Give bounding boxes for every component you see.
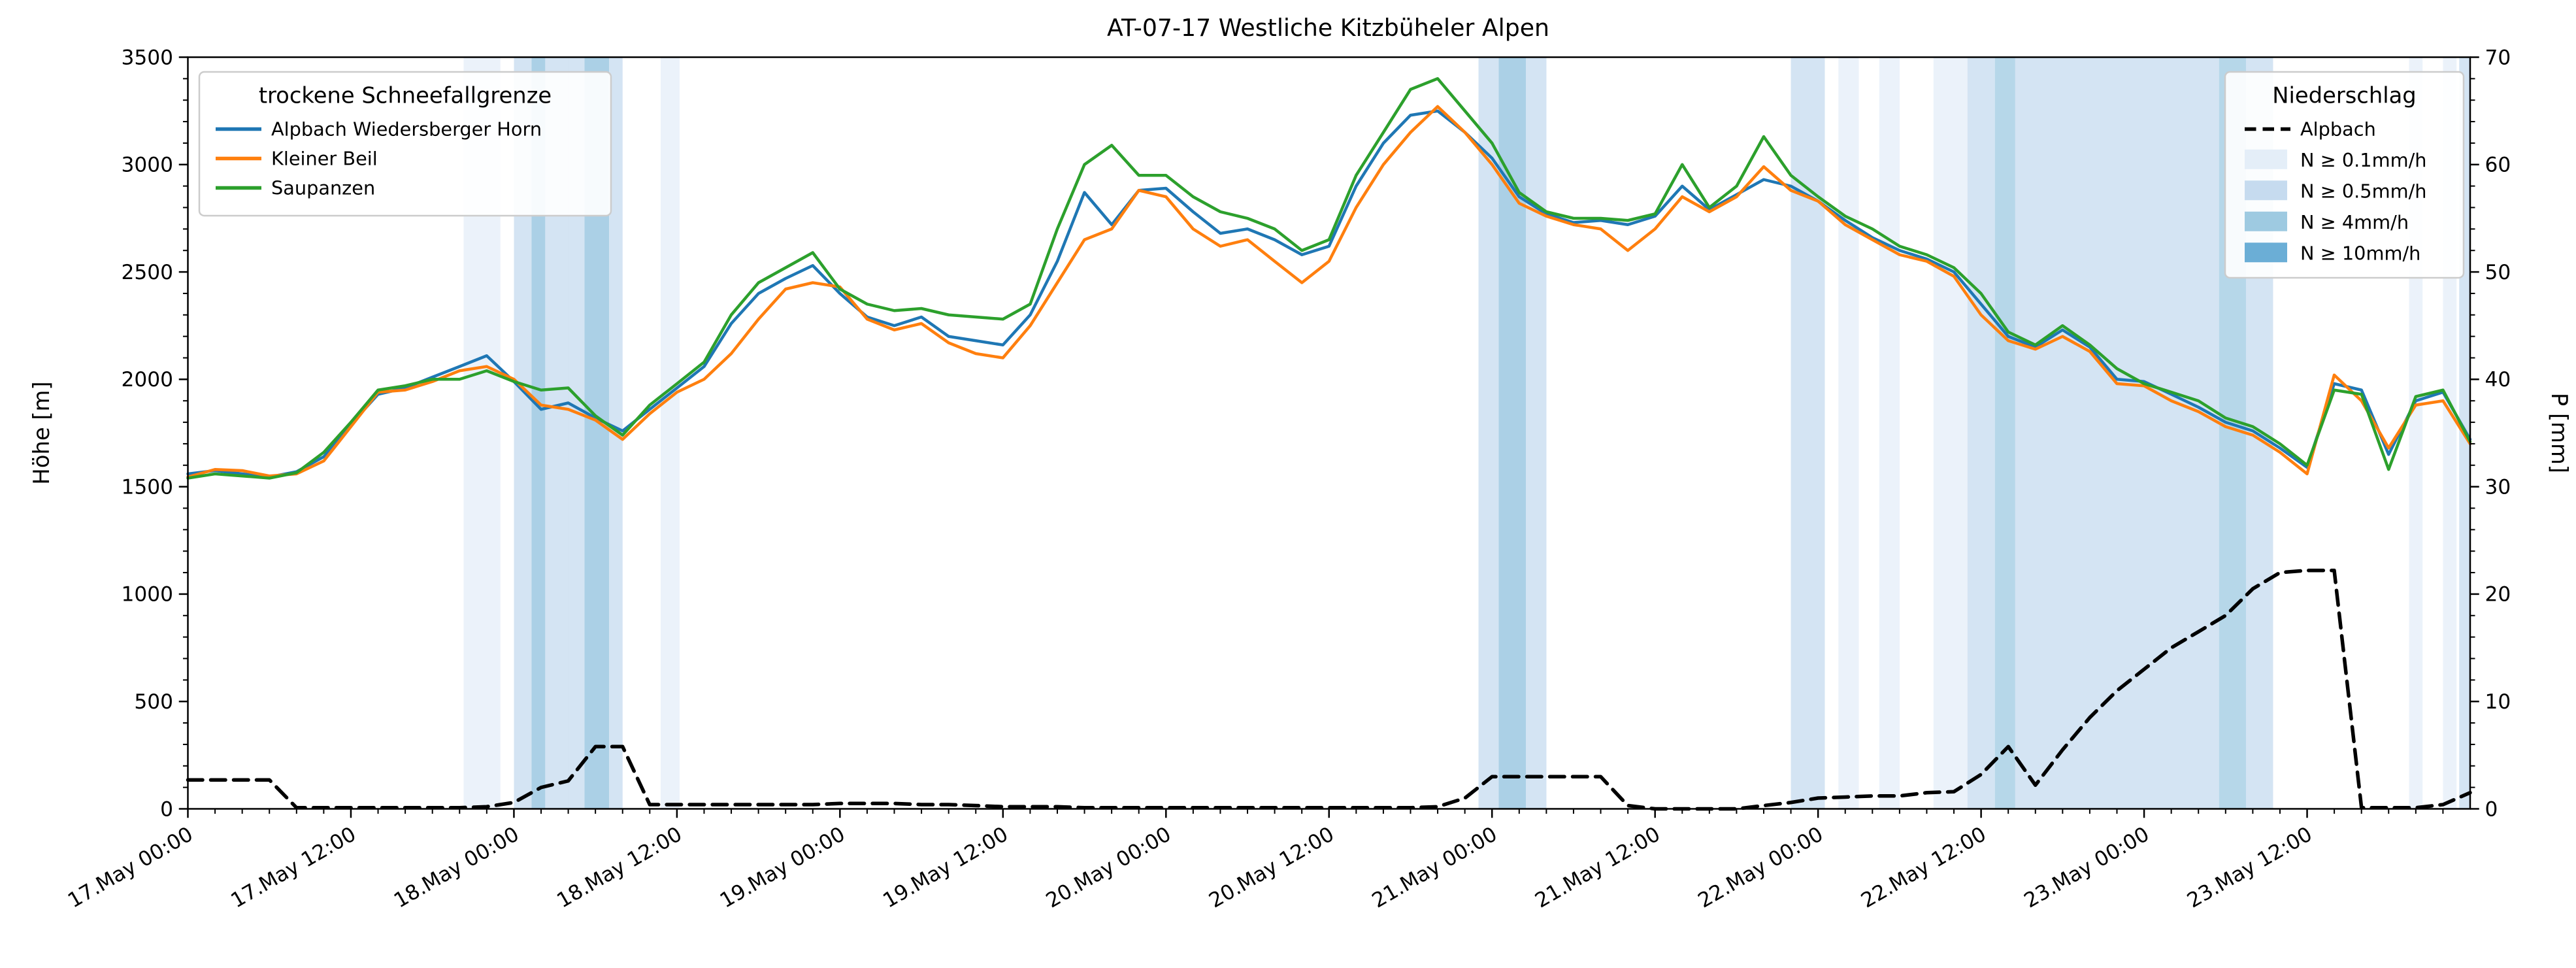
x-tick-label: 23.May 00:00: [2020, 822, 2153, 912]
legend-snowline-entries: Alpbach Wiedersberger Horn Kleiner Beil Sa…: [216, 118, 542, 199]
x-tick-label: 21.May 00:00: [1368, 822, 1502, 912]
y-left-tick-label: 2000: [121, 368, 173, 392]
legend-snowline-box: [198, 71, 612, 217]
legend-entry-label: Saupanzen: [271, 177, 375, 199]
legend-entry-label: N ≥ 4mm/h: [2300, 211, 2409, 233]
x-tick-label: 18.May 12:00: [553, 822, 686, 912]
legend-precip: Niederschlag Alpbach N ≥ 0.1mm/h N ≥ 0.5mm…: [2224, 71, 2465, 279]
x-tick-label: 19.May 00:00: [716, 822, 850, 912]
x-tick-label: 21.May 12:00: [1531, 822, 1664, 912]
precip-band-0.5: [2015, 57, 2219, 809]
y-left-tick-label: 1500: [121, 475, 173, 499]
y-left-tick-label: 2500: [121, 261, 173, 284]
y-right-axis-label: P [mm]: [2547, 393, 2572, 473]
x-tick-label: 23.May 12:00: [2183, 822, 2317, 912]
y-left-tick-label: 3000: [121, 154, 173, 177]
x-tick-label: 22.May 12:00: [1857, 822, 1990, 912]
precip-band-0.1: [660, 57, 680, 809]
legend-precip-entries: Alpbach N ≥ 0.1mm/h N ≥ 0.5mm/h N ≥ 4mm/h N …: [2244, 118, 2427, 265]
legend-entry-label: Kleiner Beil: [271, 148, 378, 170]
y-right-tick-label: 20: [2485, 583, 2511, 607]
y-left-axis-label: Höhe [m]: [29, 381, 54, 484]
legend-entry-label: N ≥ 0.1mm/h: [2300, 149, 2427, 171]
series-line-kleiner-beil: [186, 105, 2472, 478]
legend-entry-label: Alpbach: [2300, 118, 2376, 141]
y-right-tick-label: 40: [2485, 368, 2511, 392]
plot-frame: [187, 56, 2471, 810]
legend-precip-title: Niederschlag: [2272, 83, 2416, 108]
legend-entry-label: N ≥ 0.5mm/h: [2300, 180, 2427, 203]
series-line-saupanzen: [186, 76, 2472, 480]
legend-band-swatch: [2245, 242, 2287, 263]
precip-band-0.5: [1967, 57, 1995, 809]
x-tick-label: 19.May 12:00: [879, 822, 1012, 912]
y-right-tick-label: 60: [2485, 154, 2511, 177]
y-right-tick-label: 70: [2485, 46, 2511, 69]
chart-title: AT-07-17 Westliche Kitzbüheler Alpen: [1107, 14, 1549, 42]
x-tick-label: 17.May 12:00: [227, 822, 360, 912]
legend-entry-label: N ≥ 10mm/h: [2300, 242, 2420, 264]
legend-snowline: trockene Schneefallgrenze Alpbach Wieder…: [198, 71, 612, 217]
series-layer: [186, 76, 2472, 811]
y-left-tick-label: 1000: [121, 583, 173, 607]
y-left-tick-label: 0: [160, 797, 173, 821]
y-right-tick-label: 50: [2485, 261, 2511, 284]
legend-snowline-title: trockene Schneefallgrenze: [259, 83, 552, 108]
precip-band-4: [531, 57, 546, 809]
legend-band-swatch: [2245, 211, 2287, 231]
y-right-tick-label: 30: [2485, 475, 2511, 499]
x-tick-label: 17.May 00:00: [64, 822, 197, 912]
legend-band-swatch: [2245, 180, 2287, 201]
precip-band-4: [1498, 57, 1526, 809]
precip-band-4: [1994, 57, 2015, 809]
legend-band-swatch: [2245, 149, 2287, 169]
precip-band-0.5: [1791, 57, 1825, 809]
y-left-tick-label: 500: [134, 690, 173, 714]
x-tick-label: 20.May 12:00: [1205, 822, 1338, 912]
precip-band-0.1: [1933, 57, 1968, 809]
y-left-tick-label: 3500: [121, 46, 173, 69]
y-right-tick-label: 0: [2485, 797, 2498, 821]
x-tick-label: 18.May 00:00: [390, 822, 523, 912]
precip-band-0.1: [1879, 57, 1900, 809]
precip-band-0.1: [1838, 57, 1859, 809]
series-line-alpbach-wiedersberger-horn: [186, 109, 2472, 478]
series-line-alpbach: [186, 568, 2472, 811]
x-tick-label: 22.May 00:00: [1694, 822, 1828, 912]
legend-entry-label: Alpbach Wiedersberger Horn: [271, 118, 542, 141]
x-tick-label: 20.May 00:00: [1042, 822, 1176, 912]
y-right-tick-label: 10: [2485, 690, 2511, 714]
